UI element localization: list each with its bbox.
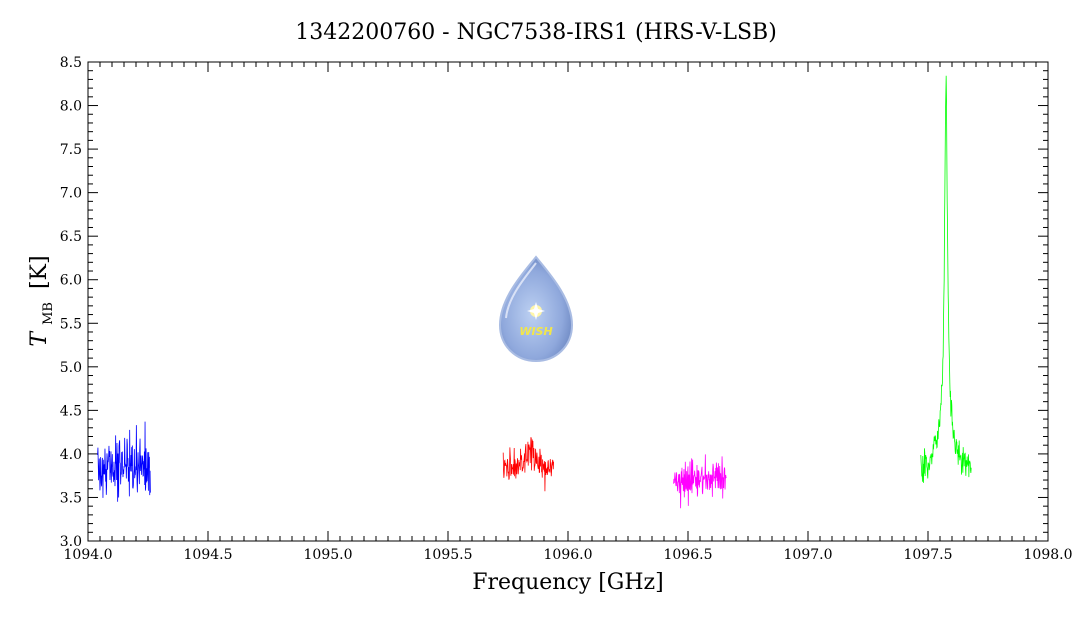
- spectrum-series-3: [673, 454, 727, 509]
- spectrum-series-4: [920, 75, 972, 483]
- series-layer: [97, 75, 972, 509]
- y-axis-unit: [K]: [27, 255, 52, 289]
- x-tick-labels: 1094.0 1094.5 1095.0 1095.5 1096.0 1096.5 1097…: [64, 547, 1072, 563]
- y-axis-subscript: MB: [41, 302, 56, 325]
- x-tick-label: 1097.5: [904, 547, 953, 563]
- x-tick-label: 1098.0: [1024, 547, 1072, 563]
- y-tick-label: 3.5: [60, 490, 82, 506]
- axis-ticks: [87, 61, 1049, 542]
- x-tick-label: 1094.5: [184, 547, 233, 563]
- y-tick-label: 4.0: [60, 447, 82, 463]
- svg-text:T MB [K]: T MB [K]: [27, 255, 58, 346]
- y-tick-label: 7.0: [60, 186, 82, 202]
- plot-frame: [87, 61, 1049, 542]
- x-tick-label: 1096.5: [664, 547, 713, 563]
- y-tick-label: 5.0: [60, 360, 82, 376]
- y-axis-symbol: T: [27, 330, 52, 347]
- x-tick-label: 1095.5: [424, 547, 473, 563]
- spectrum-series-1: [97, 421, 151, 502]
- x-axis-label: Frequency [GHz]: [472, 570, 664, 595]
- y-tick-label: 6.0: [60, 273, 82, 289]
- chart-title: 1342200760 - NGC7538-IRS1 (HRS-V-LSB): [295, 20, 777, 45]
- x-tick-label: 1095.0: [304, 547, 353, 563]
- x-tick-label: 1096.0: [544, 547, 593, 563]
- star-icon: [527, 302, 545, 320]
- y-tick-label: 6.5: [60, 229, 82, 245]
- wish-logo-text: WISH: [519, 325, 552, 338]
- y-tick-label: 4.5: [60, 403, 82, 419]
- spectrum-series-2: [502, 437, 554, 492]
- y-tick-label: 7.5: [60, 142, 82, 158]
- y-tick-label: 5.5: [60, 316, 82, 332]
- x-tick-label: 1094.0: [64, 547, 113, 563]
- wish-logo: WISH: [498, 255, 574, 363]
- y-tick-label: 8.0: [60, 99, 82, 115]
- x-tick-label: 1097.0: [784, 547, 833, 563]
- y-tick-labels: 3.0 3.5 4.0 4.5 5.0 5.5 6.0 6.5 7.0 7.5 8.0 8.5: [60, 55, 82, 550]
- y-axis-label: T MB [K]: [27, 255, 58, 346]
- y-tick-label: 8.5: [60, 55, 82, 71]
- y-tick-label: 3.0: [60, 534, 82, 550]
